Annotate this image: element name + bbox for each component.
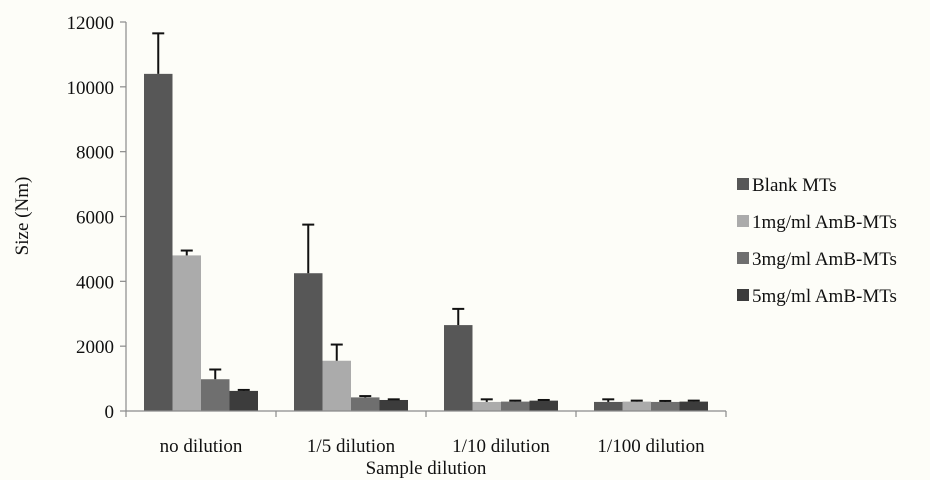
bar <box>351 397 380 411</box>
bar <box>322 360 351 411</box>
y-tick-label: 10000 <box>67 78 115 99</box>
bar <box>144 73 173 411</box>
legend-swatch <box>737 252 749 264</box>
legend-label: Blank MTs <box>752 175 837 196</box>
bar <box>379 399 408 411</box>
error-bars-layer <box>152 32 700 402</box>
legend: Blank MTs 1mg/ml AmB-MTs 3mg/ml AmB-MTs 5mg… <box>737 175 897 307</box>
bar <box>651 401 680 411</box>
bar <box>622 401 651 411</box>
bar <box>501 401 530 411</box>
x-axis-title: Sample dilution <box>366 458 487 479</box>
bar <box>172 255 201 411</box>
legend-swatch <box>737 289 749 301</box>
bar <box>201 379 230 411</box>
legend-label: 1mg/ml AmB-MTs <box>752 212 897 233</box>
y-tick-label: 8000 <box>76 143 114 164</box>
bar <box>444 325 473 411</box>
legend-label: 5mg/ml AmB-MTs <box>752 286 897 307</box>
bars-layer <box>144 73 708 411</box>
bar <box>594 401 623 411</box>
y-tick-label: 12000 <box>67 13 115 34</box>
bar <box>472 401 501 411</box>
bar <box>294 273 323 411</box>
x-tick-label: 1/5 dilution <box>307 436 396 457</box>
x-ticks: no dilution 1/5 dilution 1/10 dilution 1/10… <box>125 411 727 457</box>
y-axis-title: Size (Nm) <box>12 177 33 256</box>
legend-swatch <box>737 215 749 227</box>
y-tick-label: 0 <box>105 402 115 423</box>
bar <box>229 390 258 411</box>
y-tick-label: 2000 <box>76 337 114 358</box>
y-tick-label: 4000 <box>76 272 114 293</box>
legend-swatch <box>737 178 749 190</box>
legend-label: 3mg/ml AmB-MTs <box>752 249 897 270</box>
bar <box>529 400 558 411</box>
x-tick-label: 1/10 dilution <box>452 436 550 457</box>
y-ticks: 0 2000 4000 6000 8000 10000 12000 <box>67 13 126 423</box>
y-tick-label: 6000 <box>76 208 114 229</box>
axes-layer <box>125 22 726 412</box>
x-tick-label: no dilution <box>160 436 243 457</box>
bar <box>679 401 708 411</box>
x-tick-label: 1/100 dilution <box>597 436 705 457</box>
